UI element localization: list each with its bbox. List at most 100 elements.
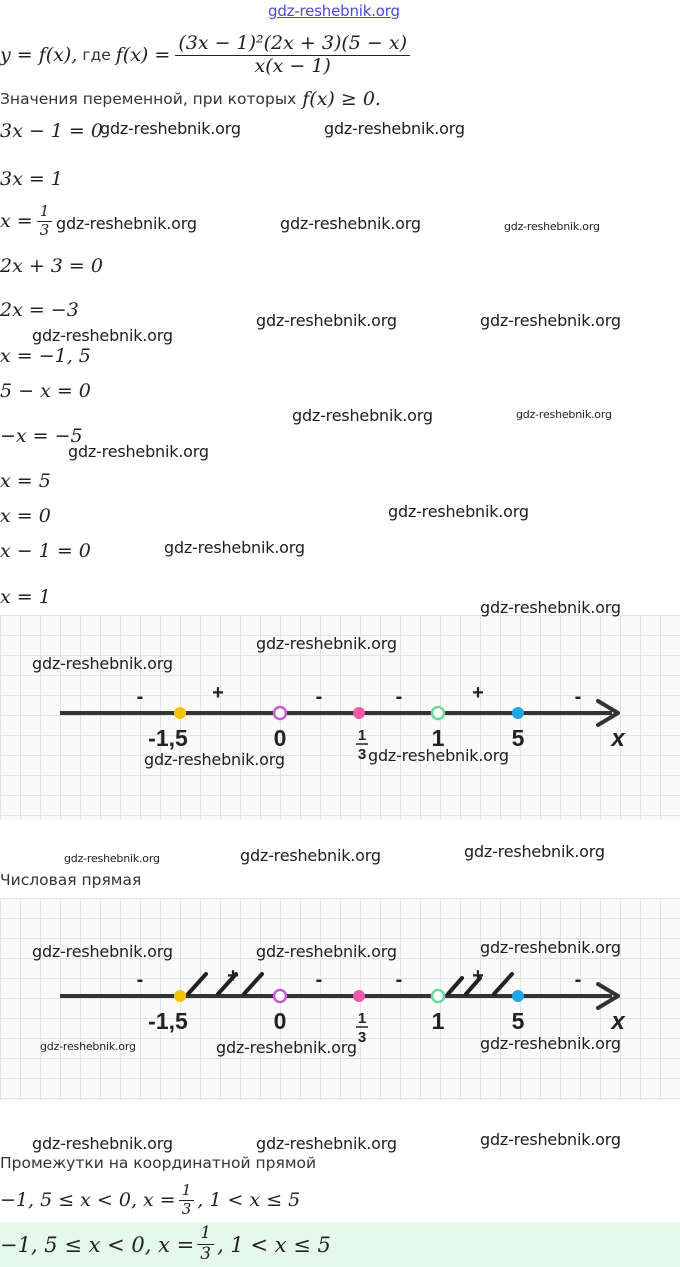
watermark: gdz-reshebnik.org [64, 852, 160, 865]
watermark: gdz-reshebnik.org [240, 846, 381, 865]
watermark: gdz-reshebnik.org [280, 214, 421, 233]
step-1: 3x − 1 = 0 [0, 120, 103, 142]
sign-1: - [137, 969, 144, 991]
sign-5: + [472, 965, 484, 987]
number-line-1: - + - - + - -1,5 0 1 3 1 5 x [60, 682, 626, 763]
fraction-numerator: 1 [178, 1182, 195, 1201]
label-minus-1-5: -1,5 [148, 725, 188, 751]
sign-5: + [472, 682, 484, 704]
watermark: gdz-reshebnik.org [464, 842, 605, 861]
point-1 [430, 705, 446, 721]
label-5: 5 [512, 725, 525, 751]
axis-arrow-icon [596, 982, 620, 1010]
fraction-denominator: 3 [200, 1244, 212, 1264]
watermark: gdz-reshebnik.org [480, 311, 621, 330]
intervals-line: −1, 5 ≤ x < 0, x = 1 3 , 1 < x ≤ 5 [0, 1178, 300, 1222]
step-3-lhs: x = [0, 210, 33, 233]
function-denominator: x(x − 1) [254, 54, 331, 77]
label-0: 0 [274, 725, 287, 751]
watermark: gdz-reshebnik.org [324, 119, 465, 138]
step-10: x = 0 [0, 505, 51, 527]
watermark: gdz-reshebnik.org [40, 1040, 136, 1053]
watermark: gdz-reshebnik.org [68, 442, 209, 461]
watermark: gdz-reshebnik.org [516, 408, 612, 421]
point-5 [512, 707, 524, 719]
step-2: 3x = 1 [0, 168, 63, 190]
watermark: gdz-reshebnik.org [256, 634, 397, 653]
intervals-part2: , 1 < x ≤ 5 [197, 1189, 301, 1211]
step-12: x = 1 [0, 586, 51, 608]
watermark-link[interactable]: gdz-reshebnik.org [268, 2, 400, 20]
point-0 [272, 705, 288, 721]
sign-6: - [575, 686, 582, 708]
fraction-numerator: 1 [36, 203, 53, 222]
watermark: gdz-reshebnik.org [32, 326, 173, 345]
step-6: x = −1, 5 [0, 345, 91, 367]
function-definition: y = f(x), где f(x) = (3x − 1)²(2x + 3)(5… [0, 26, 410, 84]
point-one-third [353, 707, 365, 719]
point-one-third [353, 990, 365, 1002]
one-third-fraction: 1 3 [178, 1182, 195, 1218]
step-11: x − 1 = 0 [0, 540, 91, 562]
sign-2: + [227, 965, 239, 987]
label-one-third-num: 1 [358, 1010, 366, 1027]
watermark: gdz-reshebnik.org [32, 654, 173, 673]
label-1: 1 [432, 725, 445, 751]
number-line-panel-1: - + - - + - -1,5 0 1 3 1 5 x [0, 615, 680, 820]
axis-arrow-icon [596, 699, 620, 727]
sign-1: - [137, 686, 144, 708]
label-one-third-num: 1 [358, 727, 366, 744]
watermark: gdz-reshebnik.org [144, 750, 285, 769]
function-fx: f(x) = [115, 44, 171, 66]
watermark: gdz-reshebnik.org [256, 942, 397, 961]
point-1 [430, 988, 446, 1004]
watermark: gdz-reshebnik.org [256, 311, 397, 330]
intervals-part1: −1, 5 ≤ x < 0, x = [0, 1189, 176, 1211]
fraction-denominator: 3 [181, 1199, 192, 1218]
point-0 [272, 988, 288, 1004]
step-9: x = 5 [0, 470, 51, 492]
step-5: 2x = −3 [0, 299, 79, 321]
function-word: где [82, 46, 111, 64]
sign-6: - [575, 969, 582, 991]
watermark: gdz-reshebnik.org [480, 1130, 621, 1149]
fraction-numerator: 1 [197, 1224, 215, 1245]
heading-number-line: Числовая прямая [0, 871, 142, 889]
watermark: gdz-reshebnik.org [504, 220, 600, 233]
condition-line: Значения переменной, при которых f(x) ≥ … [0, 88, 381, 110]
point-minus-1-5 [174, 707, 186, 719]
label-one-third-den: 3 [358, 746, 366, 763]
answer-part1: −1, 5 ≤ x < 0, x = [0, 1232, 195, 1257]
watermark: gdz-reshebnik.org [292, 406, 433, 425]
axis-label-x: x [609, 725, 626, 752]
function-fraction: (3x − 1)²(2x + 3)(5 − x) x(x − 1) [175, 33, 410, 77]
label-1: 1 [432, 1008, 445, 1034]
heading-intervals: Промежутки на координатной прямой [0, 1154, 317, 1172]
function-numerator: (3x − 1)²(2x + 3)(5 − x) [175, 33, 410, 56]
step-3: x = 1 3 [0, 203, 53, 239]
sign-2: + [212, 682, 224, 704]
function-lhs: y = f(x), [0, 44, 78, 66]
answer-highlight [0, 1222, 680, 1267]
final-answer: −1, 5 ≤ x < 0, x = 1 3 , 1 < x ≤ 5 [0, 1222, 331, 1267]
watermark: gdz-reshebnik.org [480, 598, 621, 617]
watermark: gdz-reshebnik.org [480, 1034, 621, 1053]
step-4: 2x + 3 = 0 [0, 255, 103, 277]
point-minus-1-5 [174, 990, 186, 1002]
one-third-fraction: 1 3 [36, 203, 53, 239]
sign-4: - [396, 969, 403, 991]
number-line-2: - + - - + - -1,5 0 1 3 1 5 x [60, 965, 626, 1046]
watermark: gdz-reshebnik.org [368, 746, 509, 765]
condition-math: f(x) ≥ 0. [302, 88, 381, 110]
watermark: gdz-reshebnik.org [100, 119, 241, 138]
label-5: 5 [512, 1008, 525, 1034]
label-minus-1-5: -1,5 [148, 1008, 188, 1034]
step-7: 5 − x = 0 [0, 380, 91, 402]
watermark: gdz-reshebnik.org [216, 1038, 357, 1057]
one-third-fraction: 1 3 [197, 1224, 215, 1264]
watermark: gdz-reshebnik.org [480, 938, 621, 957]
label-0: 0 [274, 1008, 287, 1034]
watermark: gdz-reshebnik.org [32, 1134, 173, 1153]
label-one-third-den: 3 [358, 1029, 366, 1046]
condition-text: Значения переменной, при которых [0, 90, 297, 108]
